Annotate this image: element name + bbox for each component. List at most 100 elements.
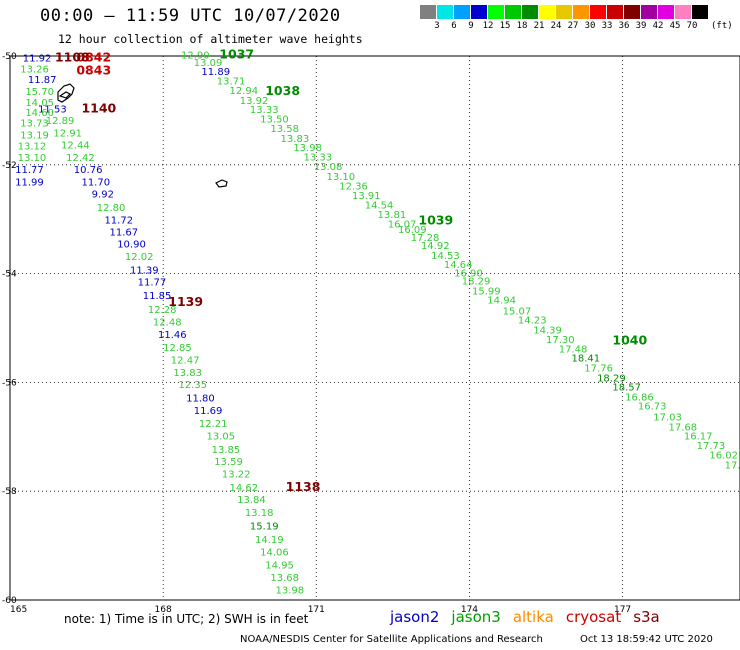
legend-tick: 36 — [618, 21, 630, 31]
legend-swatch — [607, 5, 624, 19]
auckland-islands-outline — [57, 83, 75, 103]
track-number-label: 1039 — [418, 213, 453, 228]
swh-observation: 16.07 — [388, 219, 417, 230]
legend-tick: 6 — [451, 21, 457, 31]
swh-observation: 17.48 — [559, 344, 588, 355]
swh-observation: 12.36 — [339, 181, 368, 192]
swh-observation: 12.44 — [61, 140, 90, 151]
satellite-altika: altika — [512, 608, 554, 626]
swh-observation: 17.68 — [669, 422, 698, 433]
campbell-island-outline — [215, 179, 228, 188]
swh-observation: 13.98 — [275, 585, 304, 596]
legend-tick: 42 — [652, 21, 664, 31]
satellite-jason2: jason2 — [390, 608, 440, 626]
legend-tick: 27 — [567, 21, 579, 31]
swh-observation: 14.06 — [260, 547, 289, 558]
swh-observation: 12.89 — [46, 116, 75, 127]
swh-observation: 13.58 — [270, 124, 299, 135]
page-subtitle: 12 hour collection of altimeter wave hei… — [58, 32, 363, 46]
swh-observation: 13.91 — [352, 191, 381, 202]
swh-observation: 11.46 — [158, 330, 187, 341]
legend-tick: 24 — [550, 21, 562, 31]
swh-observation: 18.57 — [612, 383, 641, 394]
swh-observation: 13.81 — [378, 210, 407, 221]
track-number-label: 1140 — [81, 101, 116, 116]
swh-observation: 18.41 — [572, 354, 601, 365]
swh-observation: 13.05 — [207, 432, 236, 443]
swh-observation: 12.91 — [53, 129, 82, 140]
legend-swatch — [573, 5, 590, 19]
swh-observation: 11.85 — [143, 291, 172, 302]
swh-observation: 13.26 — [20, 64, 49, 75]
swh-observation: 14.19 — [255, 535, 284, 546]
swh-observation: 13.83 — [281, 134, 310, 145]
lon-tick-label: 174 — [461, 605, 478, 615]
swh-observation: 13.12 — [18, 142, 47, 153]
track-number-label: 1038 — [265, 83, 300, 98]
swh-observation: 14.94 — [487, 296, 516, 307]
swh-observation: 11.89 — [201, 67, 230, 78]
swh-observation: 13.10 — [18, 153, 47, 164]
swh-observation: 15.19 — [250, 521, 279, 532]
map-border — [9, 55, 740, 601]
legend-swatch — [624, 5, 641, 19]
swh-observation: 13.18 — [245, 508, 274, 519]
legend-tick: 15 — [499, 21, 511, 31]
legend-swatch — [522, 5, 539, 19]
lat-tick-label: -54 — [2, 270, 17, 280]
coastline-islands — [57, 83, 228, 188]
legend-swatch — [658, 5, 675, 19]
track-number-label: 0843 — [76, 62, 111, 77]
swh-observation: 12.94 — [230, 86, 259, 97]
swh-observation: 12.80 — [97, 203, 126, 214]
swh-observation: 17.73 — [697, 441, 726, 452]
track-number-label: 1108 — [55, 49, 90, 64]
swh-observation: 17.76 — [584, 364, 613, 375]
legend-swatch — [505, 5, 522, 19]
swh-observation: 17.03 — [653, 412, 682, 423]
track-number-label: 1138 — [286, 479, 321, 494]
legend-tick: 18 — [516, 21, 528, 31]
swh-observation: 11.53 — [38, 105, 67, 116]
track-number-label: 1037 — [219, 47, 254, 62]
swh-observation: 13.09 — [194, 58, 223, 69]
swh-observation: 13.73 — [20, 119, 49, 130]
legend-swatches — [420, 5, 709, 19]
swh-observation: 13.19 — [20, 131, 49, 142]
units-note: note: 1) Time is in UTC; 2) SWH is in fe… — [64, 612, 309, 626]
lon-tick-label: 171 — [308, 605, 325, 615]
swh-observation: 13.92 — [240, 96, 269, 107]
legend-tick: 45 — [669, 21, 681, 31]
color-legend: 3 6 9 12 15 18 21 24 27 30 33 36 39 42 45 70 (ft) — [420, 5, 733, 31]
swh-observation: 13.98 — [293, 143, 322, 154]
legend-swatch — [437, 5, 454, 19]
swh-observation: 11.99 — [15, 177, 44, 188]
generated-timestamp: Oct 13 18:59:42 UTC 2020 — [580, 634, 713, 645]
lat-tick-label: -50 — [2, 52, 17, 62]
map-frame — [9, 55, 740, 601]
legend-tick: 33 — [601, 21, 613, 31]
lat-tick-label: -60 — [2, 596, 17, 606]
swh-observation: 11.87 — [28, 75, 57, 86]
swh-observation: 14.64 — [444, 260, 473, 271]
swh-observation: 14.54 — [365, 200, 394, 211]
swh-observation: 13.08 — [314, 162, 343, 173]
swh-observation: 12.35 — [178, 380, 207, 391]
swh-observation: 16.09 — [398, 225, 427, 236]
swh-observation: 12.02 — [125, 252, 154, 263]
swh-observation: 13.22 — [222, 470, 251, 481]
swh-observation: 13.10 — [327, 172, 356, 183]
satellite-legend: jason2 jason3 altika cryosat s3a — [390, 608, 672, 626]
swh-observation: 11.77 — [15, 165, 44, 176]
legend-swatch — [539, 5, 556, 19]
track-number-label: 1139 — [168, 294, 203, 309]
swh-observation: 14.39 — [533, 325, 562, 336]
swh-observation: 11.80 — [186, 393, 215, 404]
legend-swatch — [675, 5, 692, 19]
lat-lon-grid — [9, 55, 740, 601]
legend-tick: 9 — [468, 21, 474, 31]
legend-tick: 39 — [635, 21, 647, 31]
swh-observation: 18.29 — [462, 276, 491, 287]
swh-observation: 17.28 — [411, 233, 440, 244]
